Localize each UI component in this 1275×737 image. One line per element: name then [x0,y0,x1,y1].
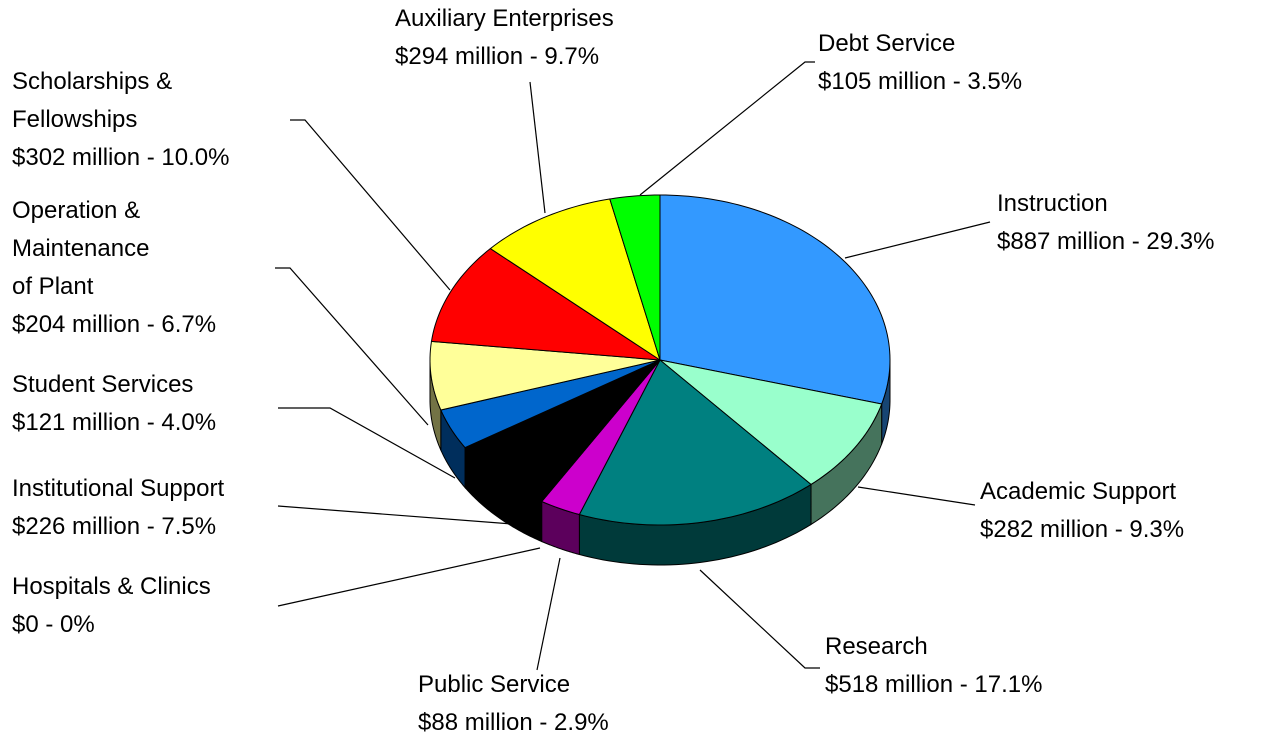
slice-label: Operation & Maintenance of Plant $204 milli… [12,197,216,338]
leader-line [277,505,526,526]
category-label: Auxiliary Enterprises [395,5,614,32]
slice [489,198,661,362]
value-label: $294 million - 9.7% [395,43,599,70]
leader-line [275,267,429,426]
slice [609,194,661,361]
value-label: $518 million - 17.1% [825,671,1042,698]
category-label: Academic Support [980,478,1176,505]
leader-line [290,119,451,291]
category-label: Research [825,633,928,660]
value-label: $887 million - 29.3% [997,228,1214,255]
leader-line [844,221,991,259]
value-label: $0 - 0% [12,611,95,638]
slice [464,359,661,503]
value-label: $226 million - 7.5% [12,513,216,540]
slice-label: Research $518 million - 17.1% [825,633,1042,698]
slice [659,194,891,405]
slice-label: Institutional Support $226 million - 7.5% [12,475,224,540]
slice [578,359,812,526]
slice [430,247,661,361]
category-label: Institutional Support [12,475,224,502]
category-label: Operation & [12,197,140,224]
leader-line [639,61,815,196]
slice-label: Auxiliary Enterprises $294 million - 9.7% [395,5,614,70]
slice [429,340,661,411]
category-label: Maintenance [12,235,149,262]
category-label: Student Services [12,371,193,398]
slice [540,359,661,516]
slice-label: Scholarships & Fellowships $302 million - … [12,68,229,171]
value-label: $302 million - 10.0% [12,144,229,171]
slice-label: Academic Support $282 million - 9.3% [980,478,1184,543]
leader-line [278,407,456,479]
slice [659,359,883,486]
value-label: $105 million - 3.5% [818,68,1022,95]
category-label: Instruction [997,190,1108,217]
category-label: Scholarships & [12,68,172,95]
leader-line [857,486,976,506]
slice-label: Instruction $887 million - 29.3% [997,190,1214,255]
leader-line [536,557,561,671]
slice-label: Hospitals & Clinics $0 - 0% [12,573,211,638]
category-label: Public Service [418,671,570,698]
category-label: Fellowships [12,106,137,133]
category-label: Debt Service [818,30,955,57]
value-label: $121 million - 4.0% [12,409,216,436]
leader-line [699,569,820,669]
leader-line [529,81,546,214]
slice-label: Student Services $121 million - 4.0% [12,371,216,436]
leader-line [277,547,541,607]
category-label: Hospitals & Clinics [12,573,211,600]
value-label: $204 million - 6.7% [12,311,216,338]
slice [440,359,661,449]
category-label: of Plant [12,273,94,300]
slice-label: Debt Service $105 million - 3.5% [818,30,1022,95]
slice-label: Public Service $88 million - 2.9% [418,671,609,736]
value-label: $88 million - 2.9% [418,709,609,736]
value-label: $282 million - 9.3% [980,516,1184,543]
